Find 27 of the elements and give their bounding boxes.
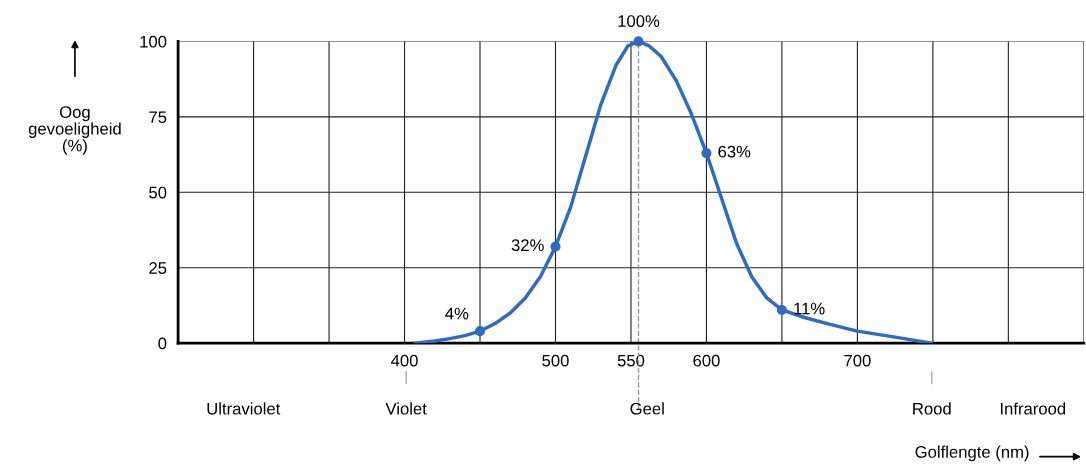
point [776, 304, 788, 316]
data-label: 63% [718, 145, 751, 158]
text: Violet [385, 402, 427, 415]
text: Geel [630, 402, 664, 415]
data-label: 4% [445, 307, 469, 320]
y-axis-title: Oog gevoeligheid (%) [28, 106, 121, 155]
text: Rood [913, 402, 951, 415]
y-tick-label: 25 [149, 262, 167, 274]
x-tick-label: 550 [617, 354, 645, 367]
data-label: 32% [511, 239, 544, 252]
data-label: 100% [618, 15, 660, 27]
data-label: 11% [794, 302, 825, 315]
x-tick-label: 700 [844, 354, 871, 367]
y-tick-label: 75 [149, 111, 167, 124]
point [633, 36, 644, 47]
point [474, 326, 486, 337]
point [550, 241, 561, 252]
x-tick-label: 400 [391, 354, 418, 367]
point [701, 147, 712, 159]
text: Infrarood [1000, 402, 1066, 415]
x-tick-label: 500 [542, 354, 569, 367]
y-tick-label: 100 [140, 35, 167, 48]
x-axis-title: Golflengte (nm) [915, 445, 1029, 462]
y-tick-label: 0 [158, 337, 167, 350]
y-tick-label: 50 [149, 186, 167, 199]
x-tick-label: 600 [693, 354, 720, 367]
text: Ultraviolet [207, 402, 281, 415]
